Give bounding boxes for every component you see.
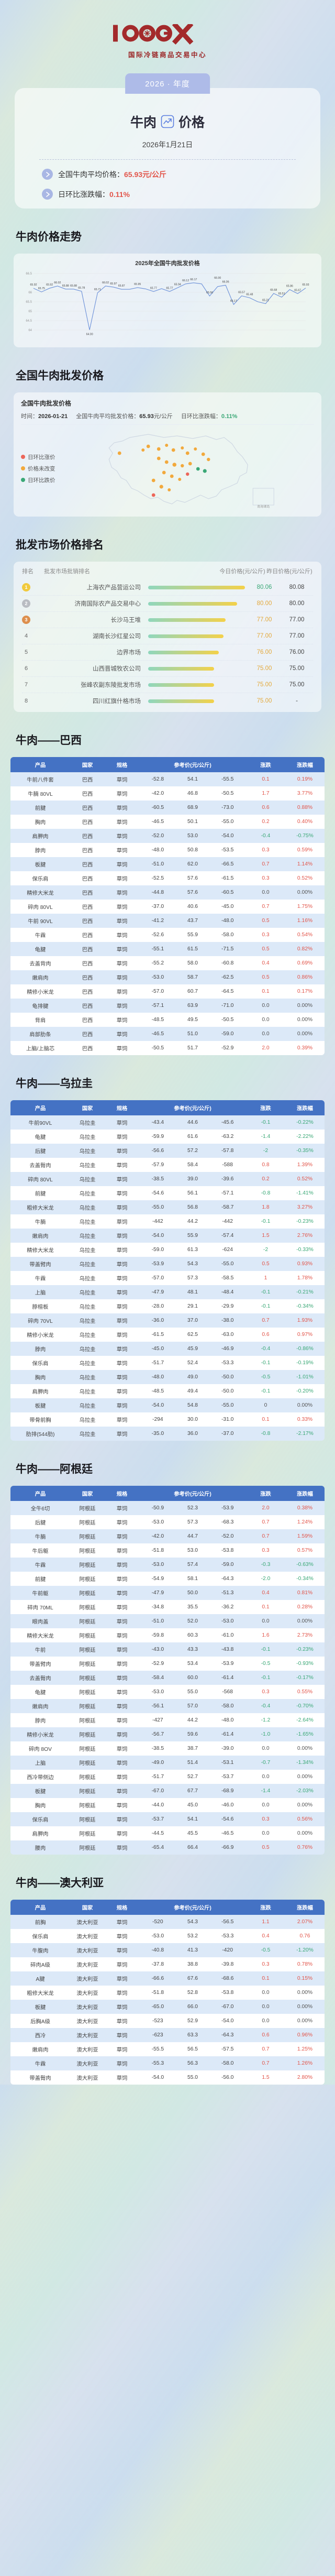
svg-text:65.56: 65.56: [206, 291, 213, 294]
svg-text:66.06: 66.06: [222, 280, 229, 283]
svg-text:65.87: 65.87: [118, 284, 125, 288]
svg-text:65.95: 65.95: [134, 283, 141, 286]
svg-text:南海诸岛: 南海诸岛: [257, 505, 270, 509]
svg-text:64.5: 64.5: [26, 320, 32, 323]
svg-text:65.57: 65.57: [238, 291, 245, 294]
svg-text:65.68: 65.68: [270, 289, 277, 292]
svg-text:65.51: 65.51: [278, 292, 285, 295]
svg-text:65.88: 65.88: [62, 284, 69, 288]
svg-text:65.94: 65.94: [174, 283, 181, 286]
svg-text:66.00: 66.00: [214, 277, 221, 280]
svg-text:66.02: 66.02: [102, 281, 109, 284]
svg-text:65.77: 65.77: [150, 287, 157, 290]
svg-text:65.48: 65.48: [246, 293, 253, 296]
svg-text:65.17: 65.17: [230, 300, 237, 303]
svg-text:65.92: 65.92: [30, 283, 37, 287]
svg-text:65.88: 65.88: [70, 284, 77, 288]
svg-text:65.21: 65.21: [262, 299, 269, 302]
svg-text:65.97: 65.97: [110, 282, 117, 286]
svg-text:65: 65: [28, 310, 32, 313]
svg-text:64.00: 64.00: [86, 333, 93, 336]
svg-text:65.86: 65.86: [286, 285, 293, 288]
svg-text:65.77: 65.77: [166, 287, 173, 290]
svg-text:65.78: 65.78: [78, 287, 85, 290]
svg-text:66.02: 66.02: [54, 281, 61, 284]
svg-text:66.17: 66.17: [190, 278, 197, 281]
svg-text:65.75: 65.75: [38, 287, 45, 290]
svg-text:65.93: 65.93: [303, 283, 309, 287]
svg-text:65.92: 65.92: [46, 283, 53, 287]
svg-text:66.5: 66.5: [26, 272, 32, 276]
svg-text:65.71: 65.71: [94, 288, 101, 291]
svg-text:65.5: 65.5: [26, 301, 32, 304]
svg-text:66: 66: [28, 291, 32, 294]
svg-text:65.67: 65.67: [294, 289, 301, 292]
svg-text:66.12: 66.12: [182, 279, 189, 282]
svg-text:64: 64: [28, 329, 32, 332]
